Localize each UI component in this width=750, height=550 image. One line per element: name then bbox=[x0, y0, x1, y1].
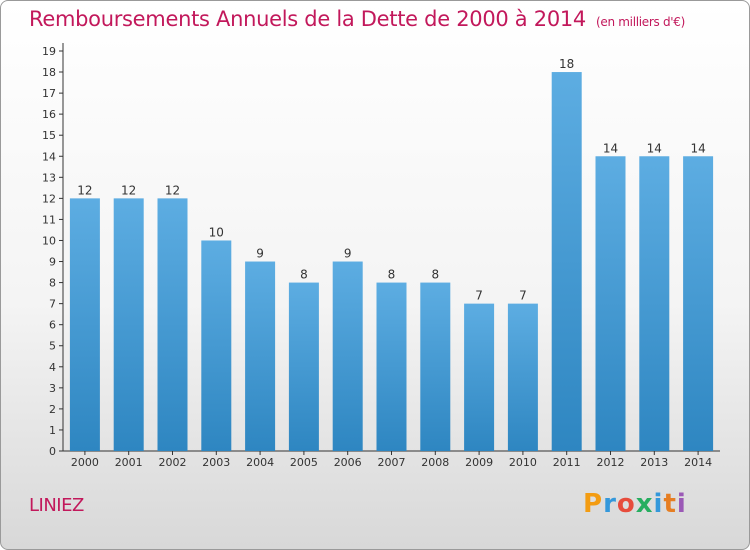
data-label: 8 bbox=[431, 268, 439, 282]
y-tick-label: 16 bbox=[42, 108, 56, 121]
data-label: 8 bbox=[388, 268, 396, 282]
x-tick-label: 2003 bbox=[202, 456, 230, 469]
x-tick-label: 2014 bbox=[684, 456, 712, 469]
bar bbox=[332, 261, 363, 451]
logo-letter: x bbox=[635, 489, 654, 519]
bar bbox=[245, 261, 276, 451]
data-label: 14 bbox=[690, 141, 705, 155]
y-tick-label: 1 bbox=[49, 424, 56, 437]
data-label: 12 bbox=[165, 183, 180, 197]
logo-letter: r bbox=[603, 489, 617, 519]
data-label: 10 bbox=[209, 225, 224, 239]
y-tick-label: 6 bbox=[49, 319, 56, 332]
logo-letter: i bbox=[676, 489, 687, 519]
data-label: 9 bbox=[256, 247, 264, 261]
x-tick-label: 2009 bbox=[465, 456, 493, 469]
x-tick-label: 2001 bbox=[115, 456, 143, 469]
bar bbox=[595, 156, 626, 451]
y-tick-label: 10 bbox=[42, 234, 56, 247]
bar bbox=[201, 240, 232, 451]
logo-letter: P bbox=[583, 489, 604, 519]
data-label: 12 bbox=[77, 183, 92, 197]
data-label: 9 bbox=[344, 247, 352, 261]
y-tick-label: 18 bbox=[42, 66, 56, 79]
data-label: 8 bbox=[300, 268, 308, 282]
data-labels: 12 12 12 10 9 8 9 8 8 7 7 18 14 14 14 bbox=[77, 57, 705, 303]
y-tick-label: 15 bbox=[42, 129, 56, 142]
y-tick-label: 4 bbox=[49, 361, 56, 374]
y-tick-label: 5 bbox=[49, 340, 56, 353]
data-label: 14 bbox=[603, 141, 618, 155]
y-tick-label: 13 bbox=[42, 171, 56, 184]
y-tick-label: 19 bbox=[42, 45, 56, 58]
y-tick-label: 17 bbox=[42, 87, 56, 100]
data-label: 12 bbox=[121, 183, 136, 197]
x-tick-label: 2007 bbox=[378, 456, 406, 469]
x-tick-label: 2000 bbox=[71, 456, 99, 469]
title-unit: (en milliers d'€) bbox=[596, 15, 686, 29]
x-tick-label: 2013 bbox=[640, 456, 668, 469]
bar bbox=[507, 303, 538, 451]
x-tick-label: 2008 bbox=[421, 456, 449, 469]
y-tick-label: 3 bbox=[49, 382, 56, 395]
bar bbox=[113, 198, 144, 451]
x-tick-label: 2002 bbox=[159, 456, 187, 469]
bars bbox=[69, 72, 714, 451]
bar bbox=[551, 72, 582, 451]
proxiti-logo: Proxiti bbox=[583, 489, 687, 519]
x-tick-label: 2010 bbox=[509, 456, 537, 469]
x-tick-label: 2004 bbox=[246, 456, 274, 469]
logo-letter: o bbox=[616, 489, 636, 519]
data-label: 14 bbox=[647, 141, 662, 155]
bar bbox=[464, 303, 495, 451]
bar bbox=[639, 156, 670, 451]
y-tick-label: 14 bbox=[42, 150, 56, 163]
bar bbox=[376, 282, 407, 451]
y-tick-label: 12 bbox=[42, 192, 56, 205]
bar bbox=[69, 198, 100, 451]
y-tick-label: 8 bbox=[49, 277, 56, 290]
x-tick-label: 2012 bbox=[597, 456, 625, 469]
y-tick-label: 9 bbox=[49, 256, 56, 269]
commune-name: LINIEZ bbox=[29, 495, 84, 516]
logo-letter: t bbox=[663, 489, 677, 519]
x-tick-label: 2011 bbox=[553, 456, 581, 469]
y-tick-label: 2 bbox=[49, 403, 56, 416]
chart-title: Remboursements Annuels de la Dette de 20… bbox=[29, 7, 685, 31]
bar bbox=[157, 198, 188, 451]
x-tick-label: 2006 bbox=[334, 456, 362, 469]
bar bbox=[683, 156, 714, 451]
y-tick-label: 0 bbox=[49, 445, 56, 458]
data-label: 18 bbox=[559, 57, 574, 71]
data-label: 7 bbox=[475, 289, 483, 303]
logo-letter: i bbox=[653, 489, 664, 519]
x-tick-label: 2005 bbox=[290, 456, 318, 469]
bar bbox=[420, 282, 451, 451]
data-label: 7 bbox=[519, 289, 527, 303]
bar bbox=[288, 282, 319, 451]
y-tick-label: 11 bbox=[42, 213, 56, 226]
y-tick-label: 7 bbox=[49, 298, 56, 311]
title-text: Remboursements Annuels de la Dette de 20… bbox=[29, 7, 586, 31]
